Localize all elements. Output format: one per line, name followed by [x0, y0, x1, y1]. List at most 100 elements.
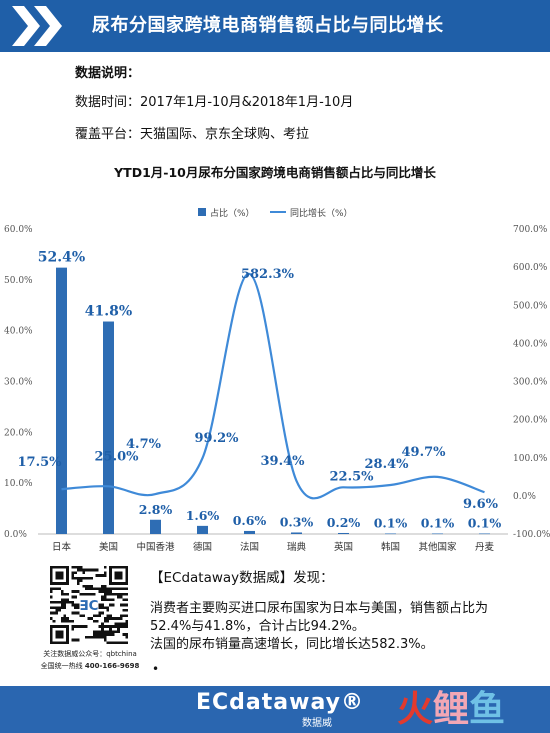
qr-module — [71, 600, 75, 604]
info-platform: 覆盖平台：天猫国际、京东全球购、考拉 — [75, 127, 310, 142]
qr-module — [71, 590, 75, 593]
qr-module — [60, 606, 64, 610]
qr-module — [122, 614, 126, 618]
qr-module — [71, 576, 75, 580]
qr-module — [74, 595, 77, 599]
bar-data-label: 0.6% — [233, 513, 267, 528]
qr-module — [95, 630, 99, 634]
qr-module — [101, 625, 104, 628]
qr-module — [76, 579, 80, 583]
qr-module — [63, 603, 67, 607]
qr-module — [82, 571, 85, 575]
qr-module — [71, 625, 75, 628]
qr-module — [119, 622, 123, 626]
x-axis-tick-label: 瑞典 — [287, 541, 307, 553]
qr-module — [93, 592, 96, 596]
qr-module — [71, 566, 75, 569]
qr-module — [90, 584, 94, 588]
bullet-dot: • — [152, 662, 160, 676]
qr-module — [103, 566, 107, 569]
qr-module — [103, 635, 107, 639]
qr-module — [98, 625, 102, 628]
qr-module — [98, 606, 102, 610]
qr-module — [84, 587, 88, 591]
watermark-char: 鱼 — [469, 689, 506, 730]
qr-module — [98, 574, 102, 577]
qr-module — [93, 633, 96, 636]
qr-module — [109, 598, 112, 601]
qr-module — [98, 611, 102, 615]
qr-module — [74, 625, 77, 628]
qr-module — [74, 611, 77, 615]
qr-module — [122, 633, 126, 636]
qr-module — [103, 574, 107, 577]
qr-module — [101, 606, 104, 610]
qr-module — [60, 619, 64, 623]
line-data-label: 22.5% — [329, 469, 374, 484]
qr-module — [125, 587, 128, 591]
qr-module — [71, 574, 75, 577]
qr-module — [76, 568, 80, 572]
legend-bar-label: 占比（%） — [210, 207, 255, 219]
page-title: 尿布分国家跨境电商销售额占比与同比增长 — [92, 15, 444, 36]
bar-data-label: 0.1% — [374, 515, 408, 530]
qr-module — [125, 603, 128, 607]
qr-module — [82, 625, 85, 628]
qr-module — [93, 619, 96, 623]
left-axis-tick-label: 10.0% — [4, 479, 33, 489]
qr-module — [55, 571, 64, 580]
qr-module — [98, 603, 102, 607]
qr-module — [50, 606, 53, 610]
qr-module — [93, 568, 96, 572]
qr-module — [68, 600, 72, 604]
qr-module — [106, 614, 110, 618]
x-axis-tick-label: 英国 — [334, 541, 353, 553]
qr-module — [74, 606, 77, 610]
qr-module — [74, 566, 77, 569]
qr-module — [111, 641, 115, 644]
qr-module — [119, 614, 123, 618]
qr-module — [119, 587, 123, 591]
x-axis-tick-label: 法国 — [240, 541, 259, 553]
qr-module — [106, 606, 110, 610]
qr-module — [84, 584, 88, 588]
qr-module — [95, 587, 99, 591]
qr-module — [109, 614, 112, 618]
qr-module — [63, 600, 67, 604]
qr-module — [93, 614, 96, 618]
watermark-char: 鲤 — [433, 689, 470, 730]
qr-module — [106, 633, 110, 636]
qr-module — [90, 576, 94, 580]
qr-module — [101, 584, 104, 588]
qr-module — [125, 625, 128, 628]
qr-module — [98, 635, 102, 639]
hotline-caption: 全国统一热线 400-166-9698 — [30, 661, 150, 671]
qr-module — [71, 571, 75, 575]
qr-module — [95, 635, 99, 639]
bar-data-label: 0.3% — [280, 514, 314, 529]
right-axis-tick-label: 100.0% — [513, 454, 548, 464]
qr-module — [84, 568, 88, 572]
qr-module — [114, 641, 118, 644]
qr-module — [87, 592, 91, 596]
qr-module — [122, 592, 126, 596]
qr-module — [82, 568, 85, 572]
qr-module — [76, 611, 80, 615]
qr-module — [114, 630, 118, 634]
qr-module — [117, 587, 120, 591]
qr-module — [52, 619, 56, 623]
qr-module — [101, 598, 104, 601]
qr-module — [60, 592, 64, 596]
qr-module — [122, 641, 126, 644]
bar — [432, 533, 443, 535]
line-data-label: 99.2% — [194, 431, 239, 446]
qr-module — [114, 587, 118, 591]
qr-module — [87, 617, 91, 620]
qr-module — [82, 592, 85, 596]
qr-module — [125, 614, 128, 618]
bar — [385, 533, 396, 535]
footer-bar — [0, 686, 550, 733]
qr-module — [55, 609, 59, 612]
qr-module — [98, 587, 102, 591]
qr-module — [106, 617, 110, 620]
